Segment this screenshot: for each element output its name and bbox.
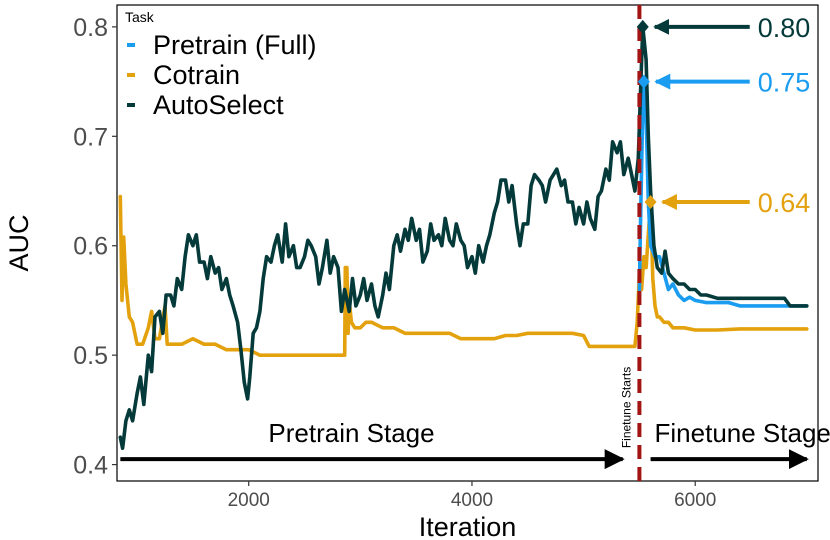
x-tick-label: 2000 xyxy=(228,490,270,511)
y-tick-label: 0.5 xyxy=(73,342,108,370)
callout-label: 0.75 xyxy=(758,68,811,98)
series-line-cotrain xyxy=(118,194,809,357)
peak-callouts: 0.80 0.75 0.64 xyxy=(636,13,811,218)
x-tick-label: 6000 xyxy=(674,490,716,511)
callout-label: 0.80 xyxy=(758,13,811,43)
finetune-starts-label: Finetune Starts xyxy=(619,367,633,448)
stage-label: Finetune Stage xyxy=(655,418,830,448)
x-tick-label: 4000 xyxy=(451,490,493,511)
peak-marker xyxy=(637,74,650,89)
y-tick-label: 0.4 xyxy=(73,452,108,480)
legend-title: Task xyxy=(125,9,155,25)
x-axis-title: Iteration xyxy=(419,512,517,540)
y-tick-label: 0.7 xyxy=(73,123,108,151)
legend-label: Cotrain xyxy=(153,60,240,90)
legend-label: Pretrain (Full) xyxy=(153,30,317,60)
stage-annotations: Pretrain Stage Finetune Stage xyxy=(120,418,830,470)
peak-marker xyxy=(636,19,649,34)
legend-label: AutoSelect xyxy=(153,90,284,120)
y-tick-label: 0.8 xyxy=(73,14,108,42)
series-line-autoselect xyxy=(118,25,809,450)
y-axis-title: AUC xyxy=(4,214,34,271)
y-axis: 0.4 0.5 0.6 0.7 0.8 xyxy=(73,14,117,480)
callout-label: 0.64 xyxy=(758,188,811,218)
plot-panel xyxy=(116,4,819,482)
stage-label: Pretrain Stage xyxy=(268,418,434,448)
y-tick-label: 0.6 xyxy=(73,233,108,261)
x-axis: 2000 4000 6000 xyxy=(228,481,716,511)
peak-marker xyxy=(644,194,657,209)
